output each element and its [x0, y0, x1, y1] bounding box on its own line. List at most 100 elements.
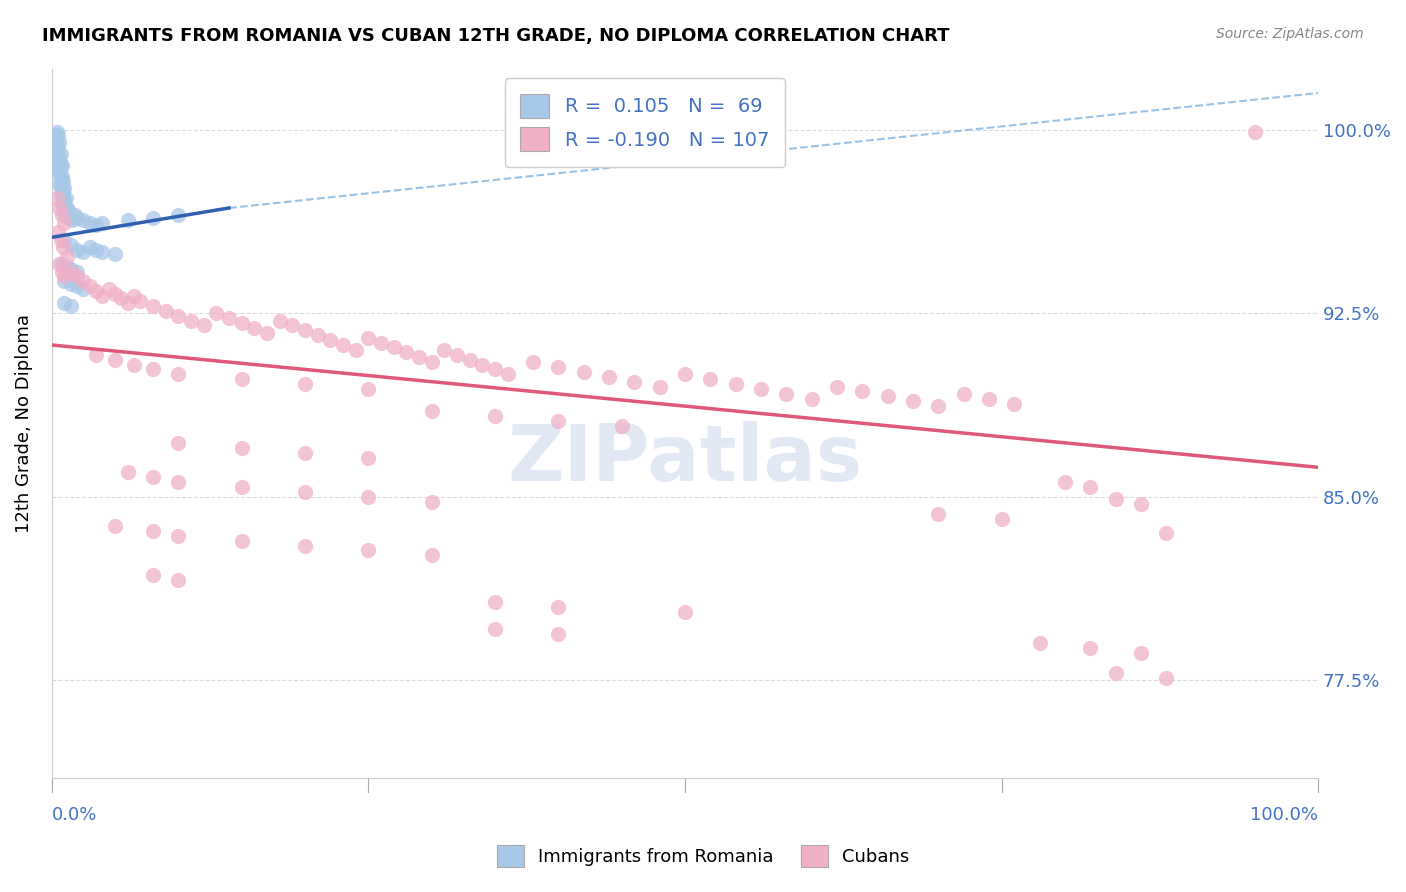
Text: 100.0%: 100.0% — [1250, 806, 1319, 824]
Point — [84, 348, 107, 362]
Point — [48, 135, 70, 149]
Point — [91, 245, 114, 260]
Point — [44, 130, 66, 145]
Point — [104, 286, 127, 301]
Point — [370, 335, 392, 350]
Point — [673, 368, 696, 382]
Point — [56, 250, 79, 264]
Point — [66, 264, 89, 278]
Point — [48, 152, 70, 166]
Point — [395, 345, 418, 359]
Point — [307, 328, 329, 343]
Point — [66, 243, 89, 257]
Point — [56, 208, 79, 222]
Point — [55, 191, 77, 205]
Point — [84, 243, 107, 257]
Point — [46, 150, 69, 164]
Point — [155, 303, 177, 318]
Point — [142, 568, 165, 582]
Point — [610, 418, 633, 433]
Point — [294, 484, 316, 499]
Point — [927, 399, 949, 413]
Point — [53, 269, 76, 284]
Legend: R =  0.105   N =  69, R = -0.190   N = 107: R = 0.105 N = 69, R = -0.190 N = 107 — [505, 78, 785, 167]
Point — [167, 475, 190, 489]
Point — [60, 213, 83, 227]
Point — [97, 282, 120, 296]
Point — [623, 375, 645, 389]
Point — [319, 333, 342, 347]
Point — [66, 269, 89, 284]
Point — [45, 154, 67, 169]
Point — [294, 445, 316, 459]
Point — [471, 358, 494, 372]
Point — [56, 201, 79, 215]
Point — [79, 240, 101, 254]
Point — [1104, 665, 1126, 680]
Point — [281, 318, 304, 333]
Point — [49, 233, 72, 247]
Point — [53, 181, 76, 195]
Point — [484, 595, 506, 609]
Point — [129, 293, 152, 308]
Point — [294, 323, 316, 337]
Point — [84, 284, 107, 298]
Point — [142, 299, 165, 313]
Point — [1129, 497, 1152, 511]
Point — [231, 441, 253, 455]
Point — [699, 372, 721, 386]
Point — [53, 201, 76, 215]
Point — [46, 128, 69, 142]
Point — [142, 362, 165, 376]
Legend: Immigrants from Romania, Cubans: Immigrants from Romania, Cubans — [489, 838, 917, 874]
Point — [193, 318, 215, 333]
Point — [72, 245, 94, 260]
Point — [243, 321, 266, 335]
Point — [572, 365, 595, 379]
Point — [53, 296, 76, 310]
Point — [46, 164, 69, 178]
Point — [990, 511, 1012, 525]
Point — [433, 343, 456, 357]
Point — [547, 414, 569, 428]
Point — [46, 160, 69, 174]
Point — [420, 355, 443, 369]
Point — [484, 409, 506, 423]
Point — [52, 191, 75, 205]
Point — [167, 208, 190, 222]
Point — [48, 167, 70, 181]
Point — [53, 233, 76, 247]
Point — [357, 490, 380, 504]
Point — [357, 331, 380, 345]
Point — [952, 387, 974, 401]
Point — [48, 201, 70, 215]
Point — [56, 260, 79, 274]
Point — [51, 264, 73, 278]
Point — [59, 237, 82, 252]
Point — [49, 157, 72, 171]
Point — [59, 299, 82, 313]
Point — [977, 392, 1000, 406]
Point — [84, 218, 107, 232]
Point — [142, 470, 165, 484]
Point — [48, 161, 70, 176]
Point — [458, 352, 481, 367]
Point — [231, 316, 253, 330]
Point — [673, 605, 696, 619]
Point — [1104, 492, 1126, 507]
Point — [800, 392, 823, 406]
Point — [51, 257, 73, 271]
Point — [52, 174, 75, 188]
Point — [110, 292, 132, 306]
Point — [79, 216, 101, 230]
Point — [357, 382, 380, 396]
Point — [167, 309, 190, 323]
Point — [122, 358, 145, 372]
Point — [79, 279, 101, 293]
Point — [91, 289, 114, 303]
Point — [48, 257, 70, 271]
Point — [218, 311, 240, 326]
Point — [269, 313, 291, 327]
Point — [598, 369, 620, 384]
Point — [58, 211, 80, 225]
